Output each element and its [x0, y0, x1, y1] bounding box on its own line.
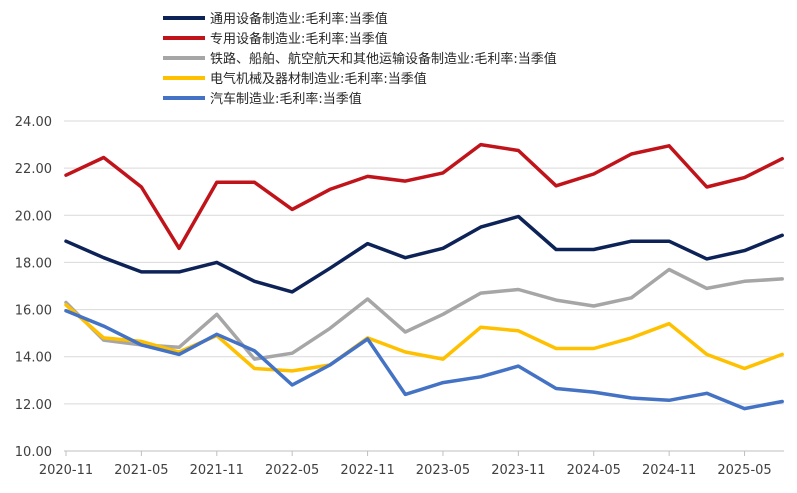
legend-label: 专用设备制造业:毛利率:当季值: [210, 31, 388, 47]
series-line-4: [64, 303, 784, 373]
legend-label: 汽车制造业:毛利率:当季值: [210, 91, 362, 107]
series-line-1: [64, 214, 784, 294]
y-tick-label: 12.00: [15, 398, 52, 413]
legend-label: 铁路、船舶、航空航天和其他运输设备制造业:毛利率:当季值: [210, 51, 557, 67]
x-tick-label: 2020-11: [39, 463, 93, 478]
x-tick-label: 2023-05: [416, 463, 470, 478]
x-tick-label: 2024-11: [642, 463, 696, 478]
x-tick-label: 2025-05: [717, 463, 771, 478]
y-tick-label: 14.00: [15, 351, 52, 366]
gridlines: [64, 120, 784, 405]
axes: 10.00 12.00 14.00 16.00 18.00 20.00 22.00 24.00…: [15, 115, 784, 478]
x-tick-label: 2022-11: [340, 463, 394, 478]
y-tick-label: 20.00: [15, 209, 52, 224]
y-tick-label: 24.00: [15, 115, 52, 130]
legend-label: 电气机械及器材制造业:毛利率:当季值: [210, 71, 427, 87]
legend: 通用设备制造业:毛利率:当季值专用设备制造业:毛利率:当季值铁路、船舶、航空航天…: [163, 11, 557, 107]
y-tick-label: 18.00: [15, 256, 52, 271]
x-tick-label: 2022-05: [265, 463, 319, 478]
x-tick-label: 2021-11: [190, 463, 244, 478]
series-line-5: [64, 309, 784, 411]
y-tick-label: 22.00: [15, 162, 52, 177]
series-lines: [64, 142, 784, 411]
x-tick-label: 2021-05: [114, 463, 168, 478]
y-tick-label: 16.00: [15, 304, 52, 319]
series-line-2: [64, 142, 784, 251]
series-line-3: [64, 267, 784, 361]
x-tick-label: 2024-05: [567, 463, 621, 478]
legend-label: 通用设备制造业:毛利率:当季值: [210, 11, 388, 27]
y-tick-label: 10.00: [15, 445, 52, 460]
x-tick-label: 2023-11: [491, 463, 545, 478]
